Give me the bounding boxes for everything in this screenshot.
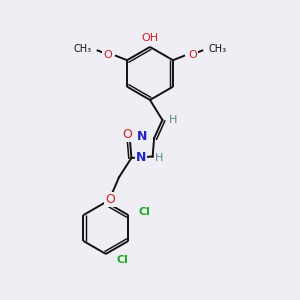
Text: Cl: Cl bbox=[116, 255, 128, 266]
Text: CH₃: CH₃ bbox=[74, 44, 92, 54]
Text: O: O bbox=[188, 50, 197, 60]
Text: Cl: Cl bbox=[139, 207, 151, 217]
Text: O: O bbox=[122, 128, 132, 142]
Text: H: H bbox=[155, 153, 163, 163]
Text: N: N bbox=[137, 130, 148, 143]
Text: CH₃: CH₃ bbox=[208, 44, 226, 54]
Text: O: O bbox=[103, 50, 112, 60]
Text: OH: OH bbox=[141, 32, 159, 43]
Text: N: N bbox=[136, 151, 146, 164]
Text: O: O bbox=[105, 193, 115, 206]
Text: H: H bbox=[169, 115, 177, 125]
